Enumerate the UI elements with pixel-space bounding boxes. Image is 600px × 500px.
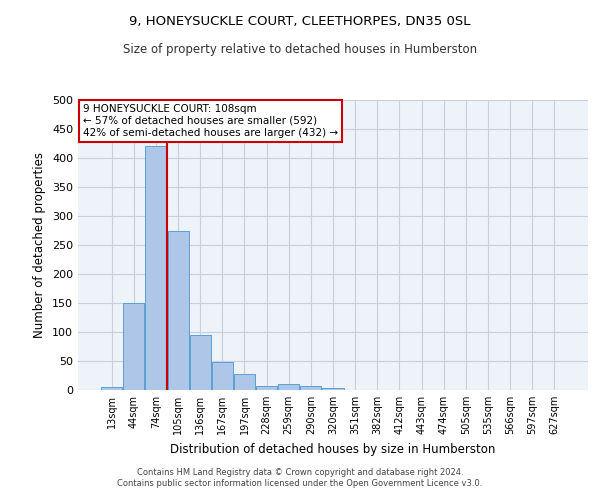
Bar — [145, 146, 166, 390]
Bar — [234, 374, 255, 390]
Text: Contains HM Land Registry data © Crown copyright and database right 2024.
Contai: Contains HM Land Registry data © Crown c… — [118, 468, 482, 487]
Bar — [278, 384, 299, 390]
Bar — [301, 386, 322, 390]
Bar — [101, 387, 122, 390]
Text: 9 HONEYSUCKLE COURT: 108sqm
← 57% of detached houses are smaller (592)
42% of se: 9 HONEYSUCKLE COURT: 108sqm ← 57% of det… — [83, 104, 338, 138]
Bar — [190, 335, 211, 390]
Text: Size of property relative to detached houses in Humberston: Size of property relative to detached ho… — [123, 42, 477, 56]
Bar — [124, 303, 145, 390]
Bar — [256, 386, 277, 390]
Bar — [212, 362, 233, 390]
Bar — [167, 230, 188, 390]
Text: 9, HONEYSUCKLE COURT, CLEETHORPES, DN35 0SL: 9, HONEYSUCKLE COURT, CLEETHORPES, DN35 … — [129, 15, 471, 28]
X-axis label: Distribution of detached houses by size in Humberston: Distribution of detached houses by size … — [170, 442, 496, 456]
Y-axis label: Number of detached properties: Number of detached properties — [34, 152, 46, 338]
Bar — [322, 388, 344, 390]
